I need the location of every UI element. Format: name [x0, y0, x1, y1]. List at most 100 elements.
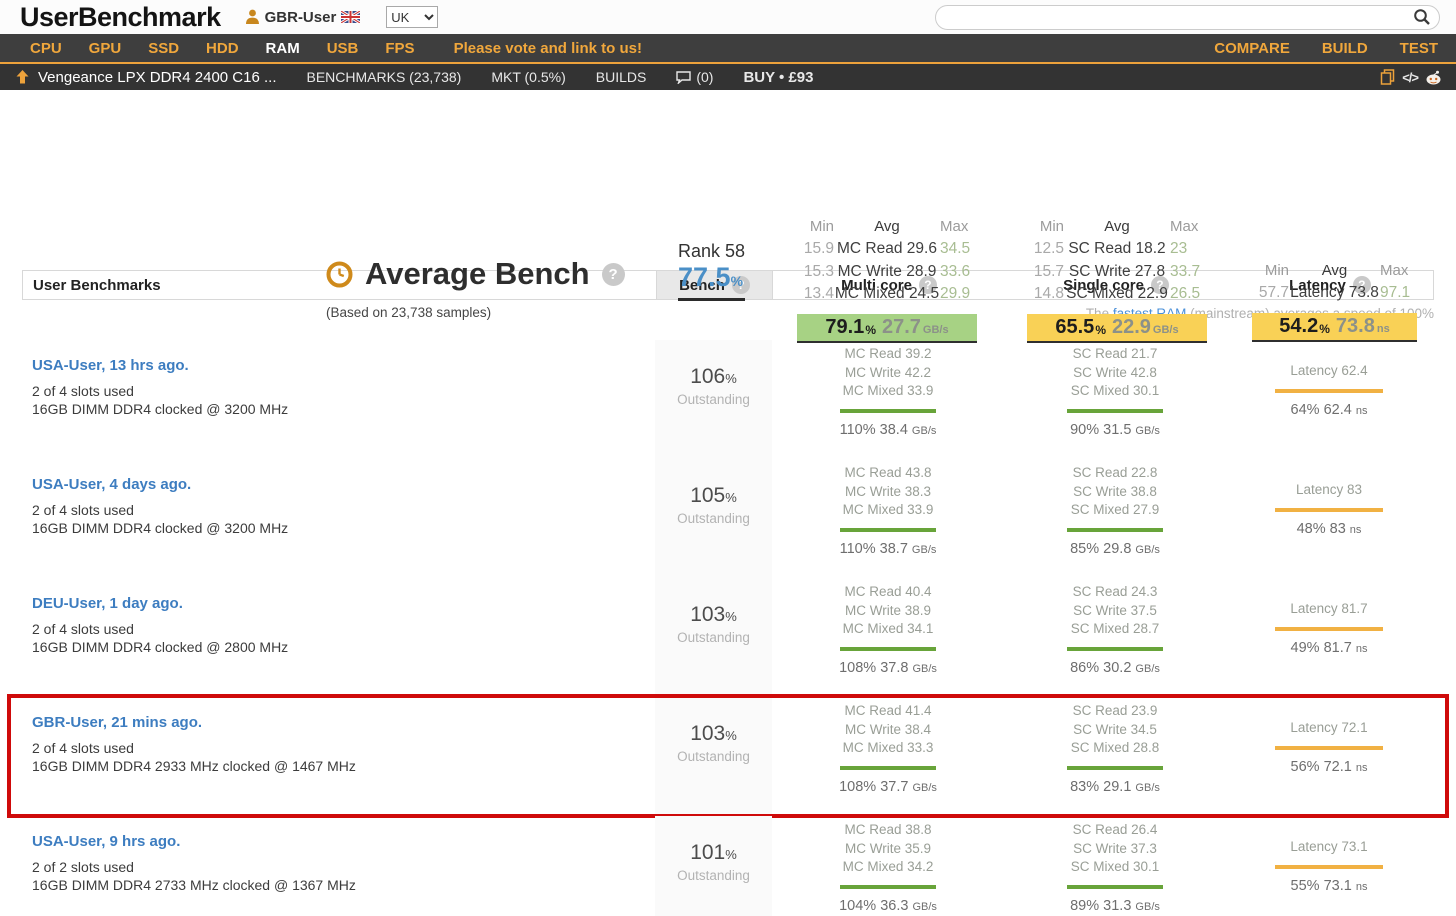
header-latency: Latency	[1227, 271, 1433, 299]
sc-read: SC Read 26.4	[1072, 822, 1158, 837]
sc-mixed: SC Mixed 27.9	[1070, 502, 1160, 517]
sc-summary: 86% 30.2 GB/s	[1070, 659, 1160, 676]
multicore-cell: MC Read 43.8 MC Write 38.3 MC Mixed 33.9…	[772, 459, 1004, 578]
nav-category-link[interactable]: CPU	[30, 39, 62, 57]
latency-cell: Latency 83 48% 83 ns	[1226, 459, 1432, 578]
stat-row: 15.3 MC Write 28.9 33.6	[803, 262, 971, 280]
latency-stats-table: Min Avg Max 57.7 Latency 73.8 97.1 54.2%…	[1252, 260, 1417, 342]
sc-score-bar	[1067, 527, 1163, 532]
sc-score-bar	[1067, 646, 1163, 651]
country-select[interactable]: UK	[386, 6, 439, 28]
nav-category-link[interactable]: USB	[326, 39, 359, 57]
buy-button[interactable]: BUY • £93	[743, 68, 814, 86]
nav-category-link[interactable]: FPS	[385, 39, 415, 57]
nav-action-link[interactable]: BUILD	[1321, 39, 1368, 57]
latency-cell: Latency 72.1 56% 72.1 ns	[1226, 697, 1432, 816]
sc-write: SC Write 37.3	[1073, 840, 1157, 856]
latency-value: Latency 73.1	[1290, 839, 1368, 854]
header-single-core: Single core	[1005, 271, 1227, 299]
singlecore-cell: SC Read 22.8 SC Write 38.8 SC Mixed 27.9…	[1004, 459, 1226, 578]
table-header-row: User Benchmarks Bench Multi core Single …	[22, 270, 1434, 300]
user-link[interactable]: USA-User, 9 hrs ago.	[32, 833, 181, 850]
header-user-benchmarks: User Benchmarks	[33, 276, 161, 294]
user-link[interactable]: DEU-User, 1 day ago.	[32, 595, 183, 612]
nav-category-link[interactable]: SSD	[148, 39, 180, 57]
site-logo[interactable]: UserBenchmark	[20, 1, 221, 32]
nav-category-link[interactable]: RAM	[265, 39, 300, 57]
slots-used: 2 of 4 slots used	[32, 621, 134, 637]
help-icon[interactable]	[1352, 276, 1371, 294]
mc-summary: 108% 37.7 GB/s	[839, 778, 937, 795]
rank-label: Rank 58	[678, 241, 746, 261]
slots-used: 2 of 4 slots used	[32, 502, 134, 518]
ram-config: 16GB DIMM DDR4 clocked @ 3200 MHz	[32, 520, 289, 536]
mc-mixed: MC Mixed 33.9	[842, 502, 934, 517]
sc-read: SC Read 22.8	[1072, 465, 1158, 480]
stat-row: 15.7 SC Write 27.8 33.7	[1033, 262, 1201, 280]
sc-mixed: SC Mixed 30.1	[1070, 859, 1160, 874]
bench-rating: Outstanding	[677, 749, 750, 764]
reddit-icon[interactable]	[1425, 70, 1442, 85]
user-link[interactable]: USA-User, 4 days ago.	[32, 476, 192, 493]
user-link[interactable]: GBR-User, 21 mins ago.	[32, 714, 203, 731]
embed-code-icon[interactable]	[1402, 70, 1418, 85]
multicore-cell: MC Read 38.8 MC Write 35.9 MC Mixed 34.2…	[772, 816, 1004, 916]
mc-mixed: MC Mixed 33.3	[842, 740, 934, 755]
help-icon[interactable]	[918, 276, 937, 294]
mc-mixed: MC Mixed 34.1	[842, 621, 934, 636]
latency-summary: 56% 72.1 ns	[1290, 758, 1368, 775]
multicore-cell: MC Read 39.2 MC Write 42.2 MC Mixed 33.9…	[772, 340, 1004, 459]
sc-read: SC Read 24.3	[1072, 584, 1158, 599]
nav-category-link[interactable]: GPU	[88, 39, 122, 57]
builds-tab[interactable]: BUILDS	[595, 69, 647, 85]
sc-summary: 89% 31.3 GB/s	[1070, 897, 1160, 914]
user-benchmarks-table: User Benchmarks Bench Multi core Single …	[7, 270, 1449, 916]
up-arrow-icon	[16, 70, 29, 84]
bench-cell: 103% Outstanding	[655, 697, 772, 816]
latency-summary: 49% 81.7 ns	[1290, 639, 1368, 656]
singlecore-score-badge: 65.5% 22.9 GB/s	[1027, 313, 1207, 343]
mc-mixed: MC Mixed 34.2	[842, 859, 934, 874]
col-max: Max	[940, 218, 969, 235]
ram-config: 16GB DIMM DDR4 2933 MHz clocked @ 1467 M…	[32, 758, 356, 774]
sc-score-bar	[1067, 884, 1163, 889]
singlecore-cell: SC Read 21.7 SC Write 42.8 SC Mixed 30.1…	[1004, 340, 1226, 459]
sc-summary: 90% 31.5 GB/s	[1070, 421, 1160, 438]
bench-rating: Outstanding	[677, 868, 750, 883]
mc-read: MC Read 39.2	[844, 346, 932, 361]
bench-score: 103%	[690, 603, 737, 626]
comments-tab[interactable]: (0)	[676, 69, 713, 85]
singlecore-cell: SC Read 24.3 SC Write 37.5 SC Mixed 28.7…	[1004, 578, 1226, 697]
mc-write: MC Write 35.9	[844, 840, 932, 856]
ram-config: 16GB DIMM DDR4 2733 MHz clocked @ 1367 M…	[32, 877, 356, 893]
nav-action-link[interactable]: COMPARE	[1214, 39, 1290, 57]
sc-score-bar	[1067, 765, 1163, 770]
help-icon[interactable]	[601, 262, 625, 286]
mc-summary: 108% 37.8 GB/s	[839, 659, 937, 676]
market-share-tab[interactable]: MKT (0.5%)	[491, 69, 566, 85]
latency-value: Latency 83	[1295, 482, 1363, 497]
sc-summary: 85% 29.8 GB/s	[1070, 540, 1160, 557]
benchmark-row: GBR-User, 21 mins ago. 2 of 4 slots used…	[7, 694, 1449, 818]
bench-cell: 101% Outstanding	[655, 816, 772, 916]
vote-link[interactable]: Please vote and link to us!	[453, 39, 642, 57]
sc-mixed: SC Mixed 28.8	[1070, 740, 1160, 755]
search-input[interactable]	[935, 4, 1440, 30]
benchmarks-tab[interactable]: BENCHMARKS (23,738)	[306, 69, 462, 85]
help-icon[interactable]	[1150, 276, 1169, 294]
user-link[interactable]: USA-User, 13 hrs ago.	[32, 357, 189, 374]
mc-write: MC Write 38.4	[844, 721, 932, 737]
multicore-cell: MC Read 41.4 MC Write 38.4 MC Mixed 33.3…	[772, 697, 1004, 816]
share-pages-icon[interactable]	[1380, 69, 1395, 85]
summary-section: Average Bench (Based on 23,738 samples) …	[0, 90, 1456, 343]
nav-action-link[interactable]: TEST	[1399, 39, 1438, 57]
nav-category-link[interactable]: HDD	[206, 39, 239, 57]
username-label: GBR-User	[264, 8, 337, 26]
user-chip[interactable]: GBR-User	[245, 9, 361, 26]
product-title-link[interactable]: Vengeance LPX DDR4 2400 C16 ...	[38, 68, 277, 86]
search-icon[interactable]	[1413, 8, 1431, 26]
primary-nav: CPU GPU SSD HDD RAM USB FPS Please vote …	[0, 34, 1456, 62]
mc-score-bar	[840, 884, 936, 889]
help-icon[interactable]	[731, 276, 750, 294]
slots-used: 2 of 4 slots used	[32, 383, 134, 399]
